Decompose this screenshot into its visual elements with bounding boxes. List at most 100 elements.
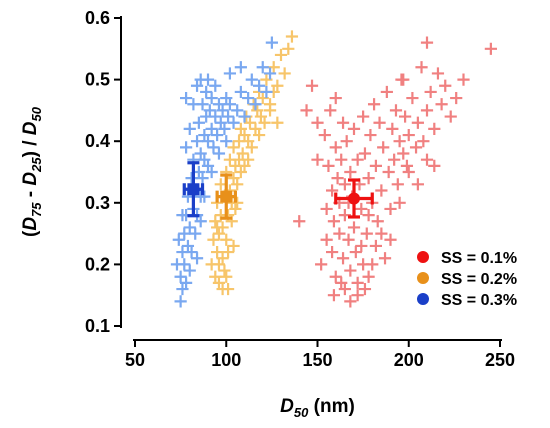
- data-point: [185, 172, 198, 185]
- series-1-points: [293, 36, 497, 308]
- data-point: [315, 258, 328, 271]
- data-point: [234, 85, 247, 99]
- series-3-mean: [182, 161, 205, 218]
- data-point: [358, 282, 372, 296]
- data-point: [322, 159, 335, 172]
- mean-markers: [182, 161, 374, 220]
- data-point: [234, 165, 247, 179]
- data-point: [187, 98, 200, 111]
- legend: SS = 0.1% SS = 0.2% SS = 0.3%: [417, 250, 517, 309]
- data-point: [214, 116, 227, 129]
- data-point: [311, 153, 324, 166]
- legend-swatch: [417, 272, 429, 284]
- data-point: [267, 61, 280, 74]
- data-point: [212, 227, 226, 240]
- data-point: [318, 128, 331, 142]
- data-point: [384, 233, 397, 246]
- data-point: [227, 172, 240, 185]
- x-tick-label: 250: [485, 350, 515, 370]
- data-point: [362, 172, 375, 185]
- data-point: [260, 85, 273, 99]
- data-point: [415, 61, 428, 74]
- data-point: [201, 135, 215, 148]
- data-point: [172, 233, 185, 246]
- data-point: [351, 153, 364, 166]
- data-point: [402, 128, 415, 142]
- data-point: [358, 147, 372, 160]
- x-axis-title: D50 (nm): [280, 396, 355, 420]
- x-axis-ticks: 50 100 150 200 250: [125, 340, 515, 370]
- data-point: [265, 36, 278, 49]
- data-point: [234, 61, 247, 74]
- data-point: [256, 91, 269, 105]
- series-2-mean: [215, 173, 237, 220]
- data-point: [209, 215, 222, 228]
- data-point: [335, 153, 348, 166]
- data-point: [231, 104, 244, 117]
- data-point: [205, 165, 218, 179]
- data-point: [360, 227, 373, 240]
- data-point: [450, 91, 463, 105]
- data-point: [406, 91, 419, 105]
- data-point: [326, 245, 339, 259]
- y-tick-label: 0.2: [85, 254, 110, 274]
- data-point: [431, 67, 445, 80]
- data-point: [357, 110, 370, 123]
- data-point: [351, 289, 364, 302]
- data-point: [231, 178, 244, 191]
- data-point: [439, 79, 452, 92]
- data-point: [196, 172, 209, 185]
- data-point: [212, 276, 226, 289]
- data-point: [212, 258, 226, 271]
- data-point: [218, 122, 231, 135]
- data-point: [329, 91, 342, 105]
- data-point: [411, 116, 424, 129]
- data-point: [344, 165, 357, 179]
- data-point: [170, 258, 184, 271]
- data-point: [402, 165, 415, 179]
- data-point: [417, 135, 430, 148]
- data-point: [384, 202, 397, 216]
- data-point: [223, 98, 236, 111]
- data-point: [203, 104, 216, 117]
- data-point: [355, 239, 368, 253]
- x-tick-label: 100: [211, 350, 241, 370]
- data-point: [335, 276, 348, 289]
- data-point: [201, 159, 215, 172]
- data-point: [400, 159, 414, 172]
- data-point: [209, 110, 222, 123]
- data-point: [364, 128, 377, 142]
- data-point: [238, 159, 251, 172]
- data-point: [220, 91, 233, 105]
- data-point: [424, 85, 437, 99]
- data-point: [369, 159, 382, 172]
- data-point: [205, 91, 218, 105]
- data-point: [329, 270, 342, 283]
- data-point: [369, 239, 382, 253]
- data-point: [457, 73, 470, 86]
- data-point: [216, 104, 229, 117]
- data-point: [190, 79, 204, 92]
- data-point: [221, 110, 235, 123]
- data-point: [253, 79, 266, 92]
- data-point: [227, 141, 240, 154]
- y-axis-ticks: 0.1 0.2 0.3 0.4 0.5 0.6: [85, 8, 121, 336]
- data-point: [373, 116, 386, 129]
- data-point: [249, 122, 262, 135]
- data-point: [320, 233, 333, 246]
- data-point: [371, 215, 384, 228]
- data-point: [278, 67, 291, 80]
- legend-label: SS = 0.1%: [441, 250, 517, 267]
- data-point: [397, 147, 410, 160]
- legend-swatch: [417, 251, 429, 263]
- mean-marker: [348, 192, 360, 205]
- data-point: [227, 239, 240, 253]
- data-point: [180, 91, 193, 105]
- data-point: [242, 135, 255, 148]
- y-tick-label: 0.3: [85, 193, 110, 213]
- y-tick-label: 0.6: [85, 8, 110, 28]
- data-point: [180, 276, 193, 289]
- data-point: [344, 264, 357, 277]
- x-tick-label: 150: [302, 350, 332, 370]
- data-point: [282, 42, 295, 55]
